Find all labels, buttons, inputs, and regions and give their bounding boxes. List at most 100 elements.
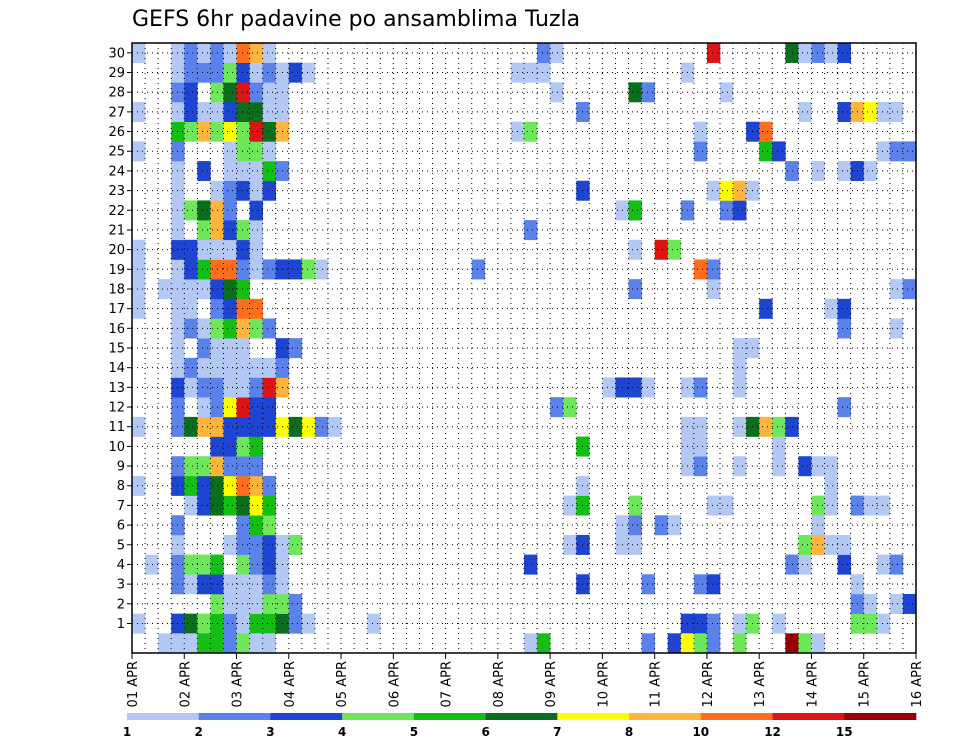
- heatmap-cell: [223, 43, 237, 63]
- heatmap-cell: [249, 141, 263, 162]
- heatmap-cell: [197, 554, 211, 575]
- heatmap-cell: [759, 121, 773, 142]
- heatmap-cell: [641, 82, 655, 103]
- colorbar-swatch: [342, 713, 415, 720]
- heatmap-cell: [223, 338, 237, 359]
- heatmap-cell: [811, 534, 825, 555]
- colorbar-swatch: [270, 713, 343, 720]
- heatmap-cell: [262, 161, 277, 182]
- heatmap-cell: [772, 416, 786, 437]
- heatmap-cell: [693, 633, 708, 654]
- heatmap-cell: [654, 515, 669, 536]
- heatmap-cell: [876, 554, 891, 575]
- colorbar-label: 10: [692, 725, 709, 739]
- heatmap-cell: [223, 436, 237, 457]
- heatmap-cell: [197, 377, 211, 398]
- heatmap-cell: [236, 613, 250, 634]
- heatmap-cell: [262, 121, 277, 142]
- heatmap-cell: [667, 515, 682, 536]
- heatmap-cell: [236, 357, 250, 378]
- heatmap-cell: [236, 220, 250, 241]
- heatmap-cell: [236, 298, 250, 319]
- heatmap-cell: [667, 633, 682, 654]
- heatmap-cell: [550, 82, 564, 103]
- heatmap-cell: [184, 357, 198, 378]
- heatmap-cell: [262, 475, 277, 496]
- heatmap-cell: [249, 475, 263, 496]
- heatmap-cell: [236, 259, 250, 280]
- y-tick-label: 10: [108, 440, 125, 455]
- heatmap-cell: [249, 357, 263, 378]
- heatmap-cell: [824, 475, 838, 496]
- heatmap-cell: [262, 141, 277, 162]
- heatmap-cell: [798, 554, 812, 575]
- heatmap-cell: [236, 102, 250, 123]
- heatmap-cell: [314, 259, 329, 280]
- heatmap-cell: [236, 475, 250, 496]
- y-tick-label: 21: [108, 223, 125, 238]
- y-tick-label: 17: [108, 302, 125, 317]
- grid-lines: [132, 43, 916, 653]
- heatmap-cell: [811, 633, 825, 654]
- heatmap-cell: [811, 456, 825, 477]
- colorbar-label: 6: [481, 725, 489, 739]
- heatmap-cell: [223, 220, 237, 241]
- y-tick-label: 30: [108, 46, 125, 61]
- heatmap-cell: [158, 279, 172, 300]
- colorbar-label: 12: [764, 725, 781, 739]
- heatmap-cell: [811, 43, 825, 63]
- heatmap-cell: [262, 574, 277, 595]
- heatmap-cell: [223, 318, 237, 339]
- heatmap-cell: [132, 141, 146, 162]
- heatmap-cell: [889, 554, 904, 575]
- heatmap-cell: [693, 613, 708, 634]
- heatmap-cell: [706, 43, 721, 63]
- heatmap-cell: [301, 259, 316, 280]
- heatmap-cell: [184, 102, 198, 123]
- heatmap-cell: [184, 377, 198, 398]
- heatmap-cell: [824, 456, 838, 477]
- heatmap-cell: [720, 82, 734, 103]
- heatmap-cell: [223, 397, 237, 418]
- heatmap-cell: [132, 298, 146, 319]
- colorbar-label: 1: [123, 725, 131, 739]
- x-tick-label: 07 APR: [440, 661, 455, 707]
- heatmap-cell: [197, 633, 211, 654]
- heatmap-cell: [772, 613, 786, 634]
- heatmap-cell: [288, 534, 303, 555]
- heatmap-cell: [184, 239, 198, 260]
- heatmap-cell: [863, 593, 878, 614]
- heatmap-cell: [537, 633, 551, 654]
- heatmap-cell: [249, 259, 263, 280]
- y-tick-label: 13: [108, 381, 125, 396]
- heatmap-cell: [628, 200, 642, 221]
- heatmap-cell: [197, 259, 211, 280]
- heatmap-cell: [720, 200, 734, 221]
- heatmap-cell: [249, 416, 263, 437]
- heatmap-cell: [706, 574, 721, 595]
- x-tick-label: 11 APR: [649, 661, 664, 707]
- heatmap-cell: [772, 141, 786, 162]
- heatmap-cell: [262, 593, 277, 614]
- heatmap-cell: [798, 456, 812, 477]
- heatmap-cell: [288, 593, 303, 614]
- heatmap-cell: [837, 161, 851, 182]
- heatmap-cell: [798, 534, 812, 555]
- heatmap-cell: [236, 239, 250, 260]
- heatmap-cell: [876, 141, 891, 162]
- heatmap-cell: [132, 613, 146, 634]
- heatmap-cell: [197, 495, 211, 516]
- heatmap-cell: [693, 574, 708, 595]
- y-tick-label: 24: [108, 164, 125, 179]
- heatmap-cell: [223, 82, 237, 103]
- heatmap-cell: [249, 298, 263, 319]
- heatmap-cell: [236, 43, 250, 63]
- y-tick-label: 6: [117, 519, 125, 534]
- y-tick-label: 3: [117, 578, 125, 593]
- heatmap-cell: [785, 633, 799, 654]
- heatmap-cell: [902, 141, 917, 162]
- heatmap-cell: [184, 456, 198, 477]
- heatmap-cell: [249, 180, 263, 201]
- heatmap-cell: [197, 456, 211, 477]
- heatmap-cell: [184, 298, 198, 319]
